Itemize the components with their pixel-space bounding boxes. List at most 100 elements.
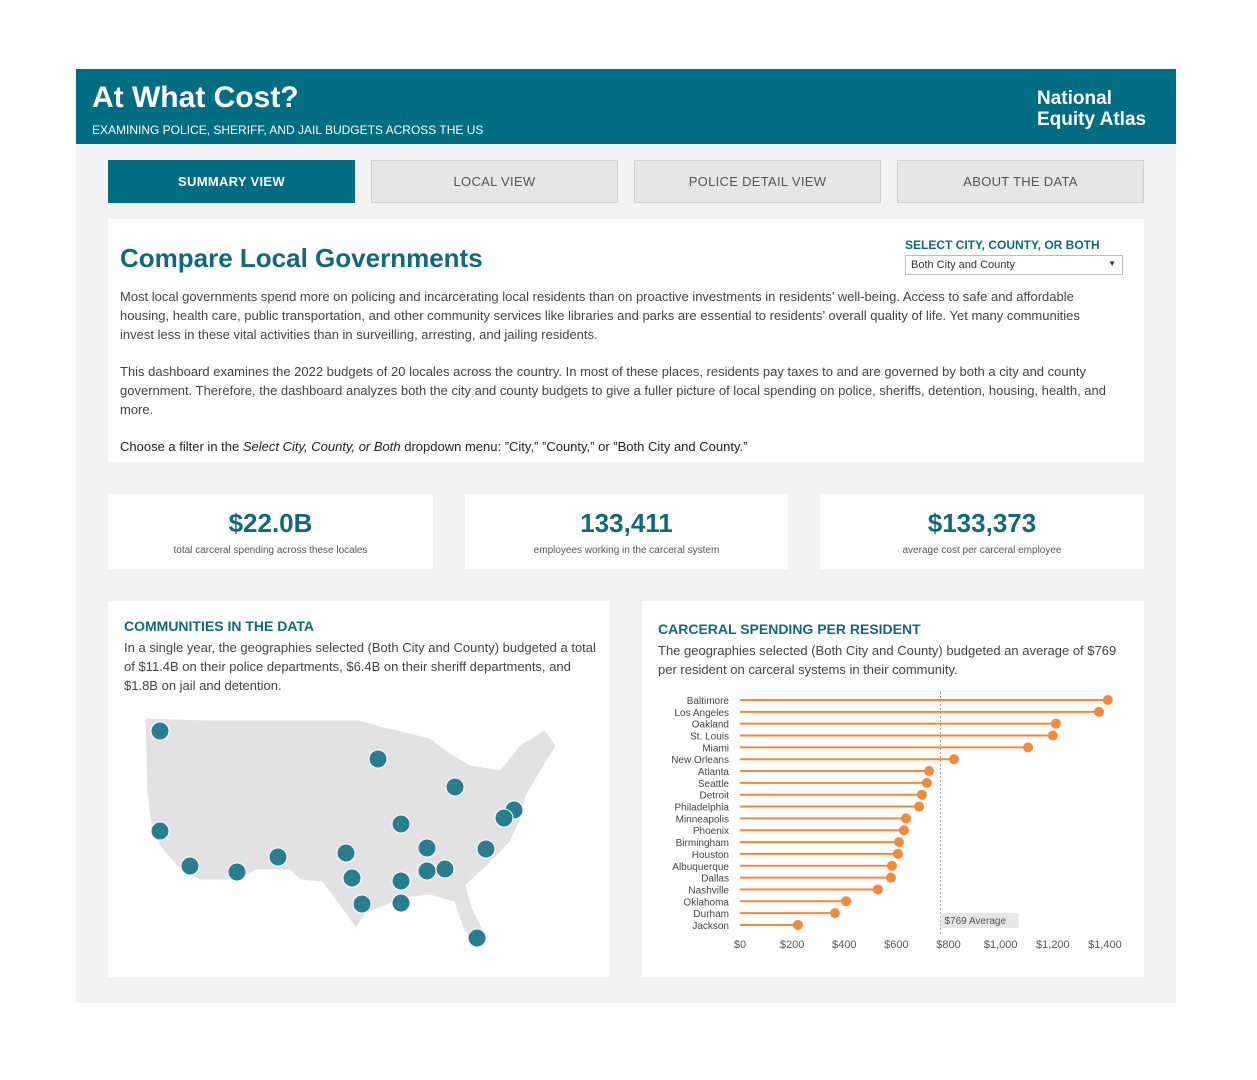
- lollipop-dot: [898, 825, 909, 836]
- tab[interactable]: LOCAL VIEW: [371, 160, 618, 203]
- category-label: Atlanta: [698, 767, 730, 778]
- city-dot: [150, 821, 170, 841]
- map: [144, 717, 557, 949]
- kpi-card: 133,411 employees working in the carcera…: [465, 494, 788, 569]
- city-dot: [494, 808, 514, 828]
- title: At What Cost?: [92, 81, 299, 114]
- logo: National Equity Atlas: [1037, 88, 1146, 130]
- lollipop-dot: [916, 789, 927, 800]
- city-dot: [352, 894, 372, 914]
- city-dot: [417, 838, 437, 858]
- text: dropdown menu: ”City,” ”County,” or ”Bot…: [400, 439, 748, 454]
- map-card: COMMUNITIES IN THE DATA In a single year…: [108, 601, 610, 977]
- tab[interactable]: POLICE DETAIL VIEW: [634, 160, 881, 203]
- chart-subtitle: The geographies selected (Both City and …: [658, 643, 1117, 677]
- city-dot: [342, 868, 362, 888]
- category-label: New Orleans: [671, 755, 729, 766]
- city-dot: [150, 721, 170, 741]
- category-label: St. Louis: [690, 732, 729, 743]
- chart: $0 $200 $400 $600 $800 $1,000 $1,200 $1,400 $769…: [671, 692, 1122, 951]
- lollipop-dot: [1050, 718, 1061, 729]
- x-tick-label: $200: [780, 939, 804, 951]
- x-tick-label: $600: [884, 939, 908, 951]
- lollipop-dot: [841, 896, 852, 907]
- lollipop-dot: [1093, 706, 1104, 717]
- lollipop-dot: [901, 813, 912, 824]
- map-text: In a single year, the geographies select…: [124, 640, 596, 693]
- tab[interactable]: SUMMARY VIEW: [108, 160, 355, 203]
- city-dot: [417, 861, 437, 881]
- filter-label: SELECT CITY, COUNTY, OR BOTH: [905, 238, 1100, 252]
- community-dots: [150, 721, 524, 948]
- lollipop-dot: [894, 837, 905, 848]
- dropdown-value: Both City and County: [911, 259, 1015, 271]
- category-label: Jackson: [692, 921, 729, 932]
- intro-title: Compare Local Governments: [120, 243, 483, 273]
- city-dot: [391, 871, 411, 891]
- city-dot: [336, 843, 356, 863]
- header: At What Cost? EXAMINING POLICE, SHERIFF,…: [76, 69, 1176, 144]
- category-label: Phoenix: [693, 826, 729, 837]
- lollipop-dot: [886, 860, 897, 871]
- paragraph: Choose a filter in the Select City, Coun…: [120, 437, 1110, 456]
- kpi-value: $22.0B: [228, 508, 313, 538]
- dropdown-arrow: ▼: [1108, 259, 1116, 268]
- city-dot: [368, 749, 388, 769]
- text: Choose a filter in the: [120, 439, 243, 454]
- logo-line: National: [1037, 88, 1112, 109]
- chart-title: CARCERAL SPENDING PER RESIDENT: [658, 621, 921, 637]
- lollipop-dot: [892, 848, 903, 859]
- logo-line: Equity Atlas: [1037, 109, 1147, 130]
- category-label: Seattle: [698, 779, 730, 790]
- kpi-label: employees working in the carceral system: [533, 545, 720, 556]
- average-label-bg: [940, 912, 1019, 928]
- chart-card: CARCERAL SPENDING PER RESIDENT The geogr…: [642, 601, 1144, 977]
- category-label: Los Angeles: [675, 708, 730, 719]
- intro-card: Compare Local Governments SELECT CITY, C…: [108, 219, 1144, 462]
- kpi-value: 133,411: [580, 508, 673, 538]
- category-label: Miami: [702, 743, 729, 754]
- city-dot: [467, 928, 487, 948]
- kpi-card: $22.0B total carceral spending across th…: [108, 494, 433, 569]
- lollipop-dot: [924, 766, 934, 777]
- lollipop-dot: [829, 908, 840, 919]
- city-dot: [476, 839, 496, 859]
- city-dot: [391, 893, 411, 913]
- us-outline: [144, 717, 557, 949]
- city-dot: [391, 814, 411, 834]
- category-label: Dallas: [701, 874, 729, 885]
- kpi-card: $133,373 average cost per carceral emplo…: [820, 494, 1144, 569]
- map-title: COMMUNITIES IN THE DATA: [124, 618, 315, 634]
- category-label: Albuquerque: [672, 862, 729, 873]
- lollipop-dot: [885, 872, 896, 883]
- category-label: Birmingham: [676, 838, 729, 849]
- category-label: Baltimore: [687, 696, 730, 707]
- kpi-label: total carceral spending across these loc…: [173, 545, 368, 556]
- category-label: Oklahoma: [683, 897, 729, 908]
- text: Select City, County, or Both: [242, 439, 401, 454]
- city-dot: [227, 862, 247, 882]
- dropdown[interactable]: Both City and County ▼: [905, 255, 1123, 275]
- x-tick-label: $0: [734, 939, 746, 951]
- lollipop-dot: [792, 919, 803, 930]
- category-label: Durham: [693, 909, 729, 920]
- category-label: Philadelphia: [675, 803, 730, 814]
- kpi-label: average cost per carceral employee: [902, 545, 1062, 556]
- lollipop-dot: [921, 777, 932, 788]
- category-label: Oakland: [692, 720, 729, 731]
- x-tick-label: $400: [832, 939, 856, 951]
- subtitle: EXAMINING POLICE, SHERIFF, AND JAIL BUDG…: [92, 123, 484, 137]
- x-tick-label: $1,200: [1036, 939, 1070, 951]
- city-dot: [180, 856, 200, 876]
- paragraph: Most local governments spend more on pol…: [120, 289, 1080, 342]
- category-label: Nashville: [688, 885, 729, 896]
- lollipop-dot: [914, 801, 925, 812]
- lollipop-dot: [1102, 695, 1113, 705]
- tab[interactable]: ABOUT THE DATA: [897, 160, 1144, 203]
- lollipop-dot: [949, 754, 960, 765]
- x-tick-label: $1,000: [984, 939, 1018, 951]
- average-label: $769 Average: [944, 916, 1006, 927]
- city-dot: [268, 847, 288, 867]
- x-tick-label: $800: [936, 939, 960, 951]
